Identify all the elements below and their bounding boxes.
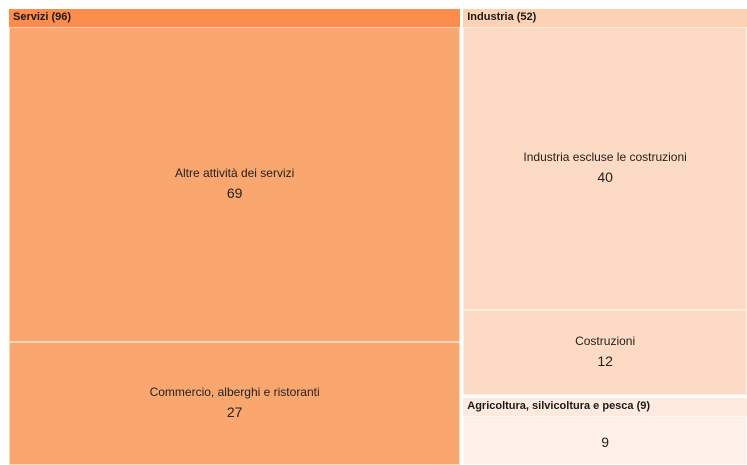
cell-value: 40 xyxy=(597,169,613,186)
cell-value: 27 xyxy=(226,403,243,420)
group-header: Industria (52) xyxy=(463,9,747,27)
treemap-cell[interactable]: Costruzioni 12 xyxy=(463,310,747,396)
cell-value: 12 xyxy=(597,353,613,370)
treemap-cell[interactable]: Industria escluse le costruzioni 40 xyxy=(463,27,747,311)
group-header: Servizi (96) xyxy=(9,9,461,27)
cell-label: Costruzioni xyxy=(575,334,636,349)
treemap-cell[interactable]: 9 xyxy=(463,416,747,465)
cell-value: 9 xyxy=(601,433,610,450)
treemap-cell[interactable]: Altre attività dei servizi 69 xyxy=(9,27,461,342)
cell-value: 69 xyxy=(226,184,243,201)
cell-label: Industria escluse le costruzioni xyxy=(523,150,687,165)
cell-label: Commercio, alberghi e ristoranti xyxy=(149,384,320,399)
cell-label: Altre attività dei servizi xyxy=(174,165,295,180)
treemap-cell[interactable]: Commercio, alberghi e ristoranti 27 xyxy=(9,341,461,465)
group-header: Agricoltura, silvicoltura e pesca (9) xyxy=(463,398,747,417)
